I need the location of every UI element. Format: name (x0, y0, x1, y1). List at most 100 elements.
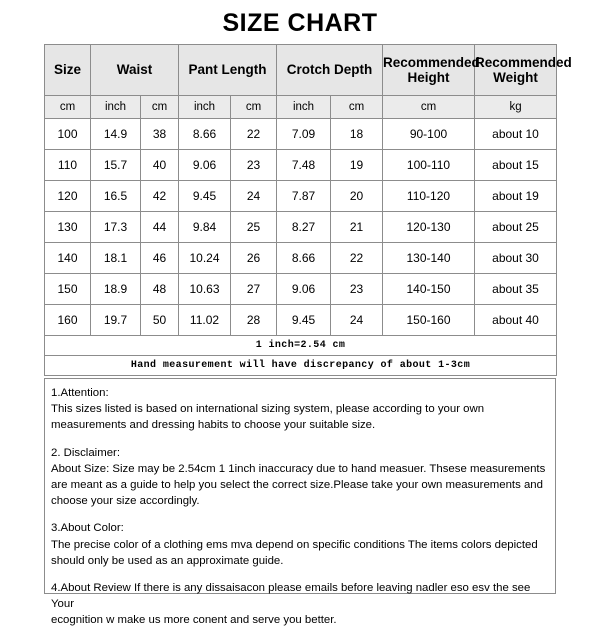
table-cell: 38 (140, 118, 179, 150)
table-cell: 9.45 (276, 304, 331, 336)
table-cell: 160 (44, 304, 91, 336)
table-cell: 28 (230, 304, 277, 336)
table-cell: 90-100 (382, 118, 475, 150)
size-table-container: Size Waist Pant Length Crotch Depth Reco… (44, 44, 572, 376)
unit-waist-cm: inch (90, 95, 141, 119)
table-cell: 16.5 (90, 180, 141, 212)
table-cell: 19.7 (90, 304, 141, 336)
table-row: 120 16.5 42 9.45 24 7.87 20 110-120 about 19 (44, 180, 557, 212)
size-chart-data-table: 100 14.9 38 8.66 22 7.09 18 90-100 about 10 110 15… (44, 118, 557, 376)
table-cell: 150 (44, 273, 91, 305)
table-cell: 100-110 (382, 149, 475, 181)
table-cell: 40 (140, 149, 179, 181)
table-cell: 17.3 (90, 211, 141, 243)
size-chart-page: SIZE CHART Size Waist Pant Length Crotch (44, 9, 572, 626)
header-size: Size (44, 44, 91, 96)
table-cell: 24 (330, 304, 383, 336)
note-heading: 3.About Color: (51, 522, 124, 535)
unit-crotch-depth-inch: inch (276, 95, 332, 119)
unit-pant-length-inch: inch (178, 95, 232, 119)
table-row: 100 14.9 38 8.66 22 7.09 18 90-100 about 10 (44, 118, 557, 150)
table-header: Size Waist Pant Length Crotch Depth Reco… (44, 44, 572, 119)
note-body: ecognition w make us more conent and ser… (51, 614, 337, 627)
table-cell: 110 (44, 149, 91, 181)
unit-waist-inch: cm (139, 95, 180, 119)
unit-pant-length-cm: cm (230, 95, 278, 119)
footnote-hand-measurement: Hand measurement will have discrepancy o… (44, 355, 557, 376)
table-footnotes: 1 inch=2.54 cm Hand measurement will hav… (44, 335, 557, 376)
note-body: The precise color of a clothing ems mva … (51, 538, 538, 567)
table-cell: 18.1 (90, 242, 141, 274)
table-cell: 21 (330, 211, 383, 243)
table-cell: about 30 (474, 242, 557, 274)
table-cell: 48 (140, 273, 179, 305)
table-cell: about 40 (474, 304, 557, 336)
header-crotch-depth: Crotch Depth (276, 44, 384, 96)
table-row: 140 18.1 46 10.24 26 8.66 22 130-140 about 30 (44, 242, 557, 274)
table-cell: 140-150 (382, 273, 475, 305)
table-cell: 22 (330, 242, 383, 274)
table-cell: 27 (230, 273, 277, 305)
table-cell: about 25 (474, 211, 557, 243)
table-cell: 20 (330, 180, 383, 212)
table-row: 150 18.9 48 10.63 27 9.06 23 140-150 about 35 (44, 273, 557, 305)
table-row: 160 19.7 50 11.02 28 9.45 24 150-160 about 40 (44, 304, 557, 336)
footnote-row-2: Hand measurement will have discrepancy o… (44, 355, 557, 376)
table-cell: 7.09 (276, 118, 331, 150)
table-cell: 18 (330, 118, 383, 150)
table-cell: 22 (230, 118, 277, 150)
data-rows: 100 14.9 38 8.66 22 7.09 18 90-100 about 10 110 15… (44, 118, 557, 336)
note-body: This sizes listed is based on internatio… (51, 403, 485, 432)
group-header-row: Size Waist Pant Length Crotch Depth Reco… (44, 44, 572, 96)
note-block: 1.Attention: This sizes listed is based o… (51, 385, 549, 434)
table-cell: 44 (140, 211, 179, 243)
table-cell: 46 (140, 242, 179, 274)
table-cell: 8.66 (276, 242, 331, 274)
table-row: 110 15.7 40 9.06 23 7.48 19 100-110 about 15 (44, 149, 557, 181)
table-cell: 11.02 (178, 304, 231, 336)
table-cell: about 10 (474, 118, 557, 150)
table-cell: 42 (140, 180, 179, 212)
unit-height-cm: cm (382, 95, 476, 119)
table-cell: 25 (230, 211, 277, 243)
unit-weight-kg: kg (474, 95, 558, 119)
table-cell: 140 (44, 242, 91, 274)
note-block: 2. Disclaimer: About Size: Size may be 2.… (51, 445, 549, 510)
table-cell: 9.84 (178, 211, 231, 243)
table-cell: 9.06 (178, 149, 231, 181)
table-cell: 8.27 (276, 211, 331, 243)
header-recommended-height: Recommended Height (382, 44, 480, 96)
unit-size-cm: cm (44, 95, 91, 119)
table-cell: 18.9 (90, 273, 141, 305)
unit-header-row: cm inch cm inch cm inch cm cm kg (44, 95, 558, 119)
table-cell: 24 (230, 180, 277, 212)
table-cell: 100 (44, 118, 91, 150)
table-cell: 9.06 (276, 273, 331, 305)
table-cell: 23 (330, 273, 383, 305)
footnote-inch-conversion: 1 inch=2.54 cm (44, 335, 557, 356)
header-waist: Waist (89, 44, 180, 96)
table-cell: 150-160 (382, 304, 475, 336)
table-cell: 130 (44, 211, 91, 243)
table-row: 130 17.3 44 9.84 25 8.27 21 120-130 about 25 (44, 211, 557, 243)
table-cell: 15.7 (90, 149, 141, 181)
note-heading: 2. Disclaimer: (51, 446, 120, 459)
table-cell: 23 (230, 149, 277, 181)
header-recommended-weight: Recommended Weight (474, 44, 572, 96)
page-title: SIZE CHART (222, 9, 378, 37)
note-heading: 4.About Review If there is any dissaisac… (51, 581, 531, 611)
notes-section: 1.Attention: This sizes listed is based o… (44, 378, 556, 626)
note-body: About Size: Size may be 2.54cm 1 1inch i… (51, 462, 546, 508)
table-cell: about 35 (474, 273, 557, 305)
table-cell: 120 (44, 180, 91, 212)
table-cell: 120-130 (382, 211, 475, 243)
table-cell: 7.87 (276, 180, 331, 212)
table-cell: 10.24 (178, 242, 231, 274)
table-cell: 10.63 (178, 273, 231, 305)
size-chart-table: Size Waist Pant Length Crotch Depth Reco… (44, 44, 572, 119)
table-cell: about 19 (474, 180, 557, 212)
unit-crotch-depth-cm: cm (330, 95, 384, 119)
note-block: 4.About Review If there is any dissaisac… (51, 580, 549, 628)
table-cell: 7.48 (276, 149, 331, 181)
note-heading: 1.Attention: (51, 387, 109, 399)
